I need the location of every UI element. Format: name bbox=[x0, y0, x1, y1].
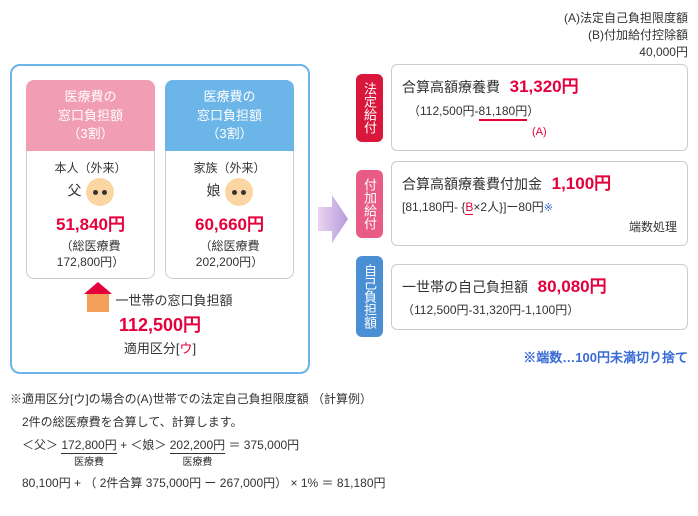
addon-benefit-body: 合算高額療養費付加金 1,100円 [81,180円- {B×2人}]ー80円※… bbox=[391, 161, 688, 246]
daughter-face-icon bbox=[225, 178, 253, 206]
father-label: 父 bbox=[31, 178, 150, 206]
card-father-body: 本人（外来） 父 51,840円 （総医療費172,800円） bbox=[26, 151, 155, 279]
legal-benefit-block: 法定給付 合算高額療養費 31,320円 （112,500円-81,180円） … bbox=[356, 64, 688, 151]
rounding-explanation: ※端数…100円未満切り捨て bbox=[356, 347, 688, 366]
card-father: 医療費の 窓口負担額 （3割） 本人（外来） 父 51,840円 （総医療費17… bbox=[26, 80, 155, 279]
father-relation: 本人（外来） bbox=[31, 159, 150, 176]
card-daughter: 医療費の 窓口負担額 （3割） 家族（外来） 娘 60,660円 （総医療費20… bbox=[165, 80, 294, 279]
category-u: ウ bbox=[179, 341, 192, 356]
father-amount: 51,840円 bbox=[31, 210, 150, 235]
legal-benefit-label: 法定給付 bbox=[356, 74, 383, 142]
addon-benefit-label: 付加給付 bbox=[356, 170, 383, 238]
card-daughter-body: 家族（外来） 娘 60,660円 （総医療費202,200円） bbox=[165, 151, 294, 279]
self-burden-title: 一世帯の自己負担額 bbox=[402, 279, 528, 295]
household-amount: 112,500円 bbox=[119, 315, 201, 335]
house-icon bbox=[87, 292, 109, 312]
legal-benefit-title: 合算高額療養費 bbox=[402, 79, 500, 95]
arrow-icon bbox=[318, 189, 348, 249]
ref-a-label: (A) bbox=[532, 126, 547, 138]
footer-line1: ※適用区分[ウ]の場合の(A)世帯での法定自己負担限度額 （計算例） bbox=[10, 388, 688, 411]
card-father-header: 医療費の 窓口負担額 （3割） bbox=[26, 80, 155, 151]
main-row: 医療費の 窓口負担額 （3割） 本人（外来） 父 51,840円 （総医療費17… bbox=[10, 64, 688, 374]
person-cards: 医療費の 窓口負担額 （3割） 本人（外来） 父 51,840円 （総医療費17… bbox=[26, 80, 294, 279]
left-household-box: 医療費の 窓口負担額 （3割） 本人（外来） 父 51,840円 （総医療費17… bbox=[10, 64, 310, 374]
legal-benefit-body: 合算高額療養費 31,320円 （112,500円-81,180円） (A) bbox=[391, 64, 688, 151]
calculation-footer: ※適用区分[ウ]の場合の(A)世帯での法定自己負担限度額 （計算例） 2件の総医… bbox=[10, 388, 688, 494]
daughter-label: 娘 bbox=[170, 178, 289, 206]
benefits-column: 法定給付 合算高額療養費 31,320円 （112,500円-81,180円） … bbox=[356, 64, 688, 374]
footer-line4: 80,100円 + （ 2件合算 375,000円 ー 267,000円） × … bbox=[10, 472, 688, 495]
note-b: (B)付加給付控除額 40,000円 bbox=[10, 27, 688, 61]
self-burden-calc: （112,500円-31,320円-1,100円） bbox=[402, 303, 579, 317]
daughter-sub: （総医療費202,200円） bbox=[170, 239, 289, 270]
household-summary: 一世帯の窓口負担額 112,500円 適用区分[ウ] bbox=[26, 291, 294, 358]
rounding-note: 端数処理 bbox=[402, 218, 677, 237]
addon-benefit-title: 合算高額療養費付加金 bbox=[402, 176, 542, 192]
household-label: 一世帯の窓口負担額 bbox=[115, 293, 232, 308]
self-burden-label: 自己負担額 bbox=[356, 256, 383, 337]
addon-calc: [81,180円- {B×2人}]ー80円※ bbox=[402, 200, 553, 214]
father-face-icon bbox=[86, 178, 114, 206]
card-daughter-header: 医療費の 窓口負担額 （3割） bbox=[165, 80, 294, 151]
legal-benefit-amount: 31,320円 bbox=[510, 77, 579, 96]
self-burden-block: 自己負担額 一世帯の自己負担額 80,080円 （112,500円-31,320… bbox=[356, 256, 688, 337]
note-a: (A)法定自己負担限度額 bbox=[10, 10, 688, 27]
footer-line3: ＜父＞ 172,800円医療費 + ＜娘＞ 202,200円医療費 ＝ 375,… bbox=[10, 434, 688, 472]
father-sub: （総医療費172,800円） bbox=[31, 239, 150, 270]
daughter-amount: 60,660円 bbox=[170, 210, 289, 235]
footer-line2: 2件の総医療費を合算して、計算します。 bbox=[10, 411, 688, 434]
addon-benefit-block: 付加給付 合算高額療養費付加金 1,100円 [81,180円- {B×2人}]… bbox=[356, 161, 688, 246]
daughter-relation: 家族（外来） bbox=[170, 159, 289, 176]
top-notes: (A)法定自己負担限度額 (B)付加給付控除額 40,000円 bbox=[10, 10, 688, 60]
self-burden-amount: 80,080円 bbox=[538, 277, 607, 296]
addon-benefit-amount: 1,100円 bbox=[552, 174, 612, 193]
self-burden-body: 一世帯の自己負担額 80,080円 （112,500円-31,320円-1,10… bbox=[391, 264, 688, 330]
legal-calc: （112,500円-81,180円） bbox=[402, 104, 539, 121]
